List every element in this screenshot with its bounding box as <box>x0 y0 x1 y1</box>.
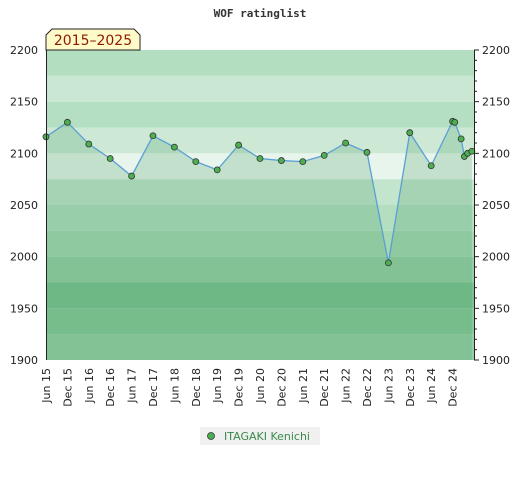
background-bands <box>46 50 474 360</box>
x-tick-label: Dec 21 <box>318 368 331 407</box>
x-tick-label: Jun 23 <box>382 368 395 404</box>
period-badge-text: 2015–2025 <box>54 33 132 49</box>
y-axis-left-labels: 1900 1950 2000 2050 2100 2150 2200 <box>10 44 38 367</box>
x-tick-label: Dec 22 <box>361 368 374 407</box>
chart-title: WOF ratinglist <box>214 7 307 20</box>
legend-entry: ITAGAKI Kenichi <box>224 430 310 443</box>
x-tick-label: Jun 15 <box>40 368 53 404</box>
data-point <box>406 129 414 137</box>
data-point <box>384 259 392 267</box>
y-tick-label-right: 1900 <box>482 354 510 367</box>
data-point <box>320 151 328 159</box>
x-axis-labels: Jun 15 Dec 15 Jun 16 Dec 16 Jun 17 Dec 17 Jun … <box>40 368 460 407</box>
data-point <box>468 147 476 155</box>
legend: ITAGAKI Kenichi <box>200 427 320 445</box>
band-1950 <box>46 282 474 309</box>
x-tick-label: Dec 17 <box>147 368 160 407</box>
y-tick-label-left: 1950 <box>10 302 38 315</box>
data-point <box>457 135 465 143</box>
data-point <box>256 155 264 162</box>
y-tick-label-left: 2200 <box>10 44 38 57</box>
data-point <box>106 155 114 162</box>
y-axis-right-labels: 1900 1950 2000 2050 2100 2150 2200 <box>482 44 510 367</box>
legend-marker <box>207 432 215 440</box>
period-badge: 2015–2025 <box>45 28 141 51</box>
data-point <box>170 143 178 151</box>
band-2100 <box>46 127 474 154</box>
data-point <box>277 157 285 164</box>
band-2025 <box>46 205 474 231</box>
y-tick-label-right: 2150 <box>482 96 510 109</box>
data-point <box>299 158 307 166</box>
x-tick-label: Jun 17 <box>126 368 139 404</box>
y-tick-label-right: 1950 <box>482 302 510 315</box>
axes <box>46 49 479 361</box>
y-tick-label-right: 2200 <box>482 44 510 57</box>
x-tick-label: Dec 15 <box>61 368 74 407</box>
period-badge-shape <box>45 28 141 51</box>
legend-box <box>200 427 320 445</box>
band-1975 <box>46 256 474 283</box>
x-tick-label: Jun 21 <box>297 368 310 404</box>
area-fill <box>46 121 472 360</box>
x-tick-label: Dec 23 <box>404 368 417 407</box>
band-2050 <box>46 179 474 205</box>
data-point <box>213 166 221 174</box>
data-point <box>128 172 136 180</box>
x-tick-label: Dec 20 <box>275 368 288 407</box>
x-tick-label: Jun 24 <box>425 368 438 404</box>
band-2175 <box>46 50 474 76</box>
data-point <box>451 118 459 126</box>
band-2150 <box>46 75 474 102</box>
data-point <box>64 118 71 126</box>
band-2000 <box>46 230 474 257</box>
x-tick-label: Dec 19 <box>233 368 246 407</box>
y-tick-label-right: 2100 <box>482 147 510 160</box>
x-tick-label: Dec 18 <box>190 368 203 407</box>
data-point <box>149 132 157 140</box>
x-tick-label: Jun 19 <box>211 368 224 404</box>
data-point <box>342 139 350 147</box>
y-tick-label-right: 2050 <box>482 199 510 212</box>
x-tick-label: Dec 24 <box>447 368 460 407</box>
area-path <box>46 121 472 360</box>
data-point <box>427 162 435 170</box>
y-tick-label-left: 2000 <box>10 251 38 264</box>
data-point <box>235 141 243 149</box>
band-2125 <box>46 101 474 128</box>
band-1900 <box>46 334 474 360</box>
band-1925 <box>46 308 474 335</box>
y-tick-label-left: 2150 <box>10 96 38 109</box>
x-tick-label: Jun 22 <box>340 368 353 404</box>
data-point <box>363 148 371 156</box>
data-point <box>85 140 93 148</box>
y-tick-label-left: 2050 <box>10 199 38 212</box>
y-tick-label-right: 2000 <box>482 251 510 264</box>
y-tick-label-left: 1900 <box>10 354 38 367</box>
x-tick-label: Jun 16 <box>83 368 96 404</box>
x-tick-label: Jun 18 <box>168 368 181 404</box>
x-tick-label: Jun 20 <box>254 368 267 404</box>
x-tick-label: Dec 16 <box>104 368 117 407</box>
data-point <box>192 158 200 166</box>
y-tick-label-left: 2100 <box>10 147 38 160</box>
